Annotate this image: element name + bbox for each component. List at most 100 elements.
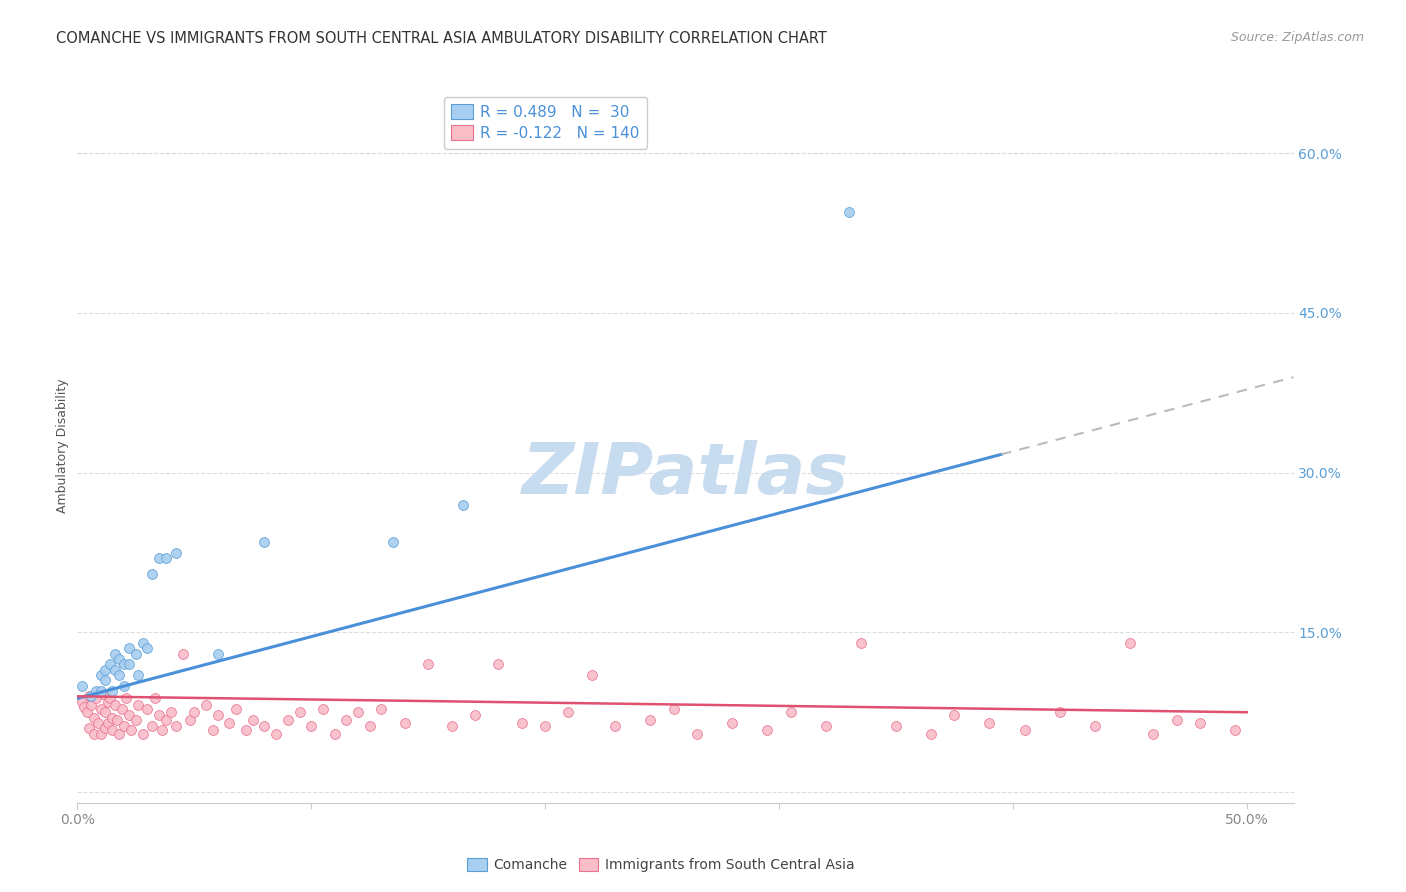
Point	[253, 534, 276, 549]
Point	[143, 691, 166, 706]
Point	[943, 708, 966, 723]
Point	[605, 719, 627, 733]
Point	[112, 657, 135, 672]
Point	[451, 498, 474, 512]
Point	[83, 726, 105, 740]
Point	[1142, 726, 1164, 740]
Point	[440, 719, 463, 733]
Point	[534, 719, 557, 733]
Legend: Comanche, Immigrants from South Central Asia: Comanche, Immigrants from South Central …	[461, 853, 860, 878]
Point	[1166, 713, 1188, 727]
Point	[640, 713, 662, 727]
Point	[148, 550, 170, 565]
Point	[104, 698, 127, 712]
Point	[581, 668, 603, 682]
Point	[920, 726, 942, 740]
Point	[141, 719, 163, 733]
Point	[80, 698, 103, 712]
Point	[242, 713, 264, 727]
Point	[141, 566, 163, 581]
Point	[90, 668, 112, 682]
Point	[84, 684, 107, 698]
Point	[90, 702, 112, 716]
Point	[172, 647, 194, 661]
Point	[662, 702, 685, 716]
Point	[108, 726, 131, 740]
Point	[382, 534, 405, 549]
Point	[70, 679, 93, 693]
Point	[108, 668, 131, 682]
Point	[101, 684, 124, 698]
Point	[1223, 723, 1246, 738]
Point	[80, 690, 103, 704]
Point	[299, 719, 322, 733]
Point	[120, 723, 142, 738]
Point	[125, 713, 148, 727]
Point	[105, 713, 128, 727]
Point	[335, 713, 357, 727]
Point	[838, 204, 860, 219]
Point	[201, 723, 224, 738]
Point	[77, 690, 100, 704]
Point	[97, 695, 120, 709]
Point	[94, 721, 117, 735]
Point	[132, 726, 155, 740]
Point	[70, 695, 93, 709]
Point	[97, 715, 120, 730]
Point	[394, 715, 416, 730]
Point	[115, 691, 138, 706]
Point	[101, 723, 124, 738]
Point	[155, 713, 177, 727]
Point	[104, 663, 127, 677]
Point	[756, 723, 779, 738]
Point	[148, 708, 170, 723]
Point	[84, 691, 107, 706]
Text: ZIPatlas: ZIPatlas	[522, 440, 849, 509]
Point	[94, 663, 117, 677]
Point	[884, 719, 907, 733]
Point	[323, 726, 346, 740]
Point	[225, 702, 247, 716]
Point	[118, 641, 141, 656]
Point	[77, 721, 100, 735]
Point	[235, 723, 257, 738]
Point	[486, 657, 509, 672]
Point	[264, 726, 287, 740]
Point	[112, 679, 135, 693]
Point	[194, 698, 217, 712]
Point	[1014, 723, 1036, 738]
Point	[155, 550, 177, 565]
Point	[132, 636, 155, 650]
Point	[98, 657, 121, 672]
Point	[1119, 636, 1142, 650]
Point	[108, 652, 131, 666]
Point	[150, 723, 173, 738]
Point	[98, 691, 121, 706]
Point	[557, 706, 579, 720]
Text: COMANCHE VS IMMIGRANTS FROM SOUTH CENTRAL ASIA AMBULATORY DISABILITY CORRELATION: COMANCHE VS IMMIGRANTS FROM SOUTH CENTRA…	[56, 31, 827, 46]
Point	[125, 647, 148, 661]
Point	[179, 713, 201, 727]
Point	[94, 706, 117, 720]
Point	[464, 708, 486, 723]
Point	[347, 706, 370, 720]
Point	[127, 698, 149, 712]
Point	[1049, 706, 1071, 720]
Point	[111, 702, 134, 716]
Point	[90, 726, 112, 740]
Point	[418, 657, 440, 672]
Point	[218, 715, 240, 730]
Point	[814, 719, 837, 733]
Point	[127, 668, 149, 682]
Point	[277, 713, 299, 727]
Point	[136, 702, 159, 716]
Point	[183, 706, 205, 720]
Y-axis label: Ambulatory Disability: Ambulatory Disability	[56, 379, 69, 513]
Point	[90, 684, 112, 698]
Point	[165, 719, 187, 733]
Point	[370, 702, 392, 716]
Point	[359, 719, 381, 733]
Point	[721, 715, 744, 730]
Point	[165, 545, 187, 559]
Point	[83, 710, 105, 724]
